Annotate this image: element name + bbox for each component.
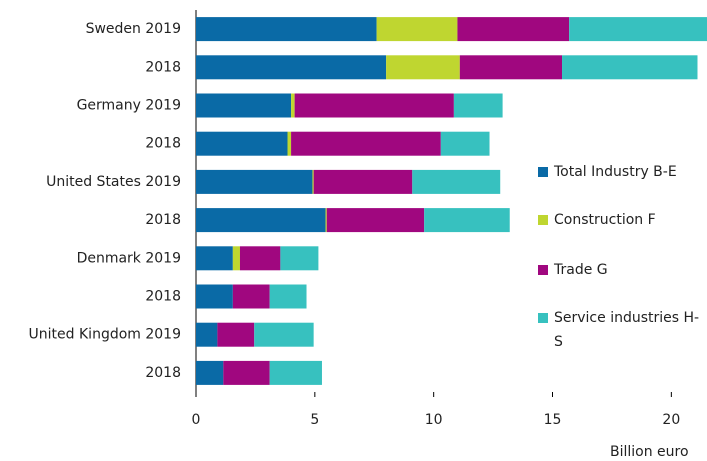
x-tick-label: 0	[192, 412, 201, 428]
y-tick-label: Germany 2019	[77, 98, 181, 114]
y-tick-label: 2018	[145, 59, 181, 75]
bar-segment	[196, 246, 233, 271]
legend-label: Total Industry B-E	[554, 164, 677, 180]
y-tick-label: 2018	[145, 136, 181, 152]
bar-segment	[326, 208, 425, 233]
bar-segment	[239, 246, 281, 271]
bar-segment	[196, 17, 377, 42]
bar-segment	[412, 169, 501, 194]
bar-segment	[196, 169, 313, 194]
bar-segment	[196, 93, 292, 118]
bar-segment	[325, 208, 327, 233]
bar-segment	[376, 17, 458, 42]
bar-segment	[196, 322, 218, 347]
legend-swatch	[538, 215, 548, 225]
y-tick-label: 2018	[145, 212, 181, 228]
legend-item: Construction F	[538, 208, 703, 232]
legend-item: Trade G	[538, 258, 703, 282]
bar-segment	[269, 284, 307, 309]
bar-segment	[291, 131, 441, 156]
bar-segment	[196, 55, 387, 80]
bar-segment	[562, 55, 698, 80]
legend-item: Service industries H-S	[538, 306, 703, 354]
legend-label: Trade G	[554, 262, 608, 278]
y-tick-label: United States 2019	[46, 174, 181, 190]
bar-segment	[424, 208, 510, 233]
bar-segment	[459, 55, 563, 80]
bar-segment	[217, 322, 255, 347]
bar-segment	[232, 284, 270, 309]
bar-segment	[232, 246, 240, 271]
legend-swatch	[538, 265, 548, 275]
x-tick-label: 20	[662, 412, 680, 428]
bar-segment	[196, 208, 326, 233]
bar-segment	[280, 246, 319, 271]
legend-item: Total Industry B-E	[538, 160, 703, 184]
legend-swatch	[538, 167, 548, 177]
y-tick-label: 2018	[145, 289, 181, 305]
legend-swatch	[538, 313, 548, 323]
y-tick-label: United Kingdom 2019	[29, 327, 181, 343]
y-tick-label: Denmark 2019	[77, 250, 181, 266]
bar-segment	[254, 322, 314, 347]
x-tick-label: 5	[310, 412, 319, 428]
bar-segment	[269, 360, 322, 385]
bar-segment	[291, 93, 295, 118]
legend-label: Service industries H-S	[554, 310, 700, 350]
x-tick-label: 10	[425, 412, 443, 428]
bar-segment	[453, 93, 503, 118]
bar-segment	[312, 169, 314, 194]
bar-segment	[196, 284, 233, 309]
bar-segment	[440, 131, 490, 156]
y-tick-label: Sweden 2019	[86, 21, 181, 37]
bar-segment	[287, 131, 292, 156]
y-tick-label: 2018	[145, 365, 181, 381]
bar-segment	[196, 360, 224, 385]
bar-segment	[386, 55, 460, 80]
x-tick-label: 15	[544, 412, 562, 428]
bar-segment	[569, 17, 707, 42]
legend-label: Construction F	[554, 212, 656, 228]
bar-segment	[223, 360, 270, 385]
bar-segment	[196, 131, 288, 156]
bar-segment	[313, 169, 413, 194]
x-axis-label: Billion euro	[610, 444, 689, 460]
bar-segment	[457, 17, 570, 42]
bar-segment	[294, 93, 454, 118]
